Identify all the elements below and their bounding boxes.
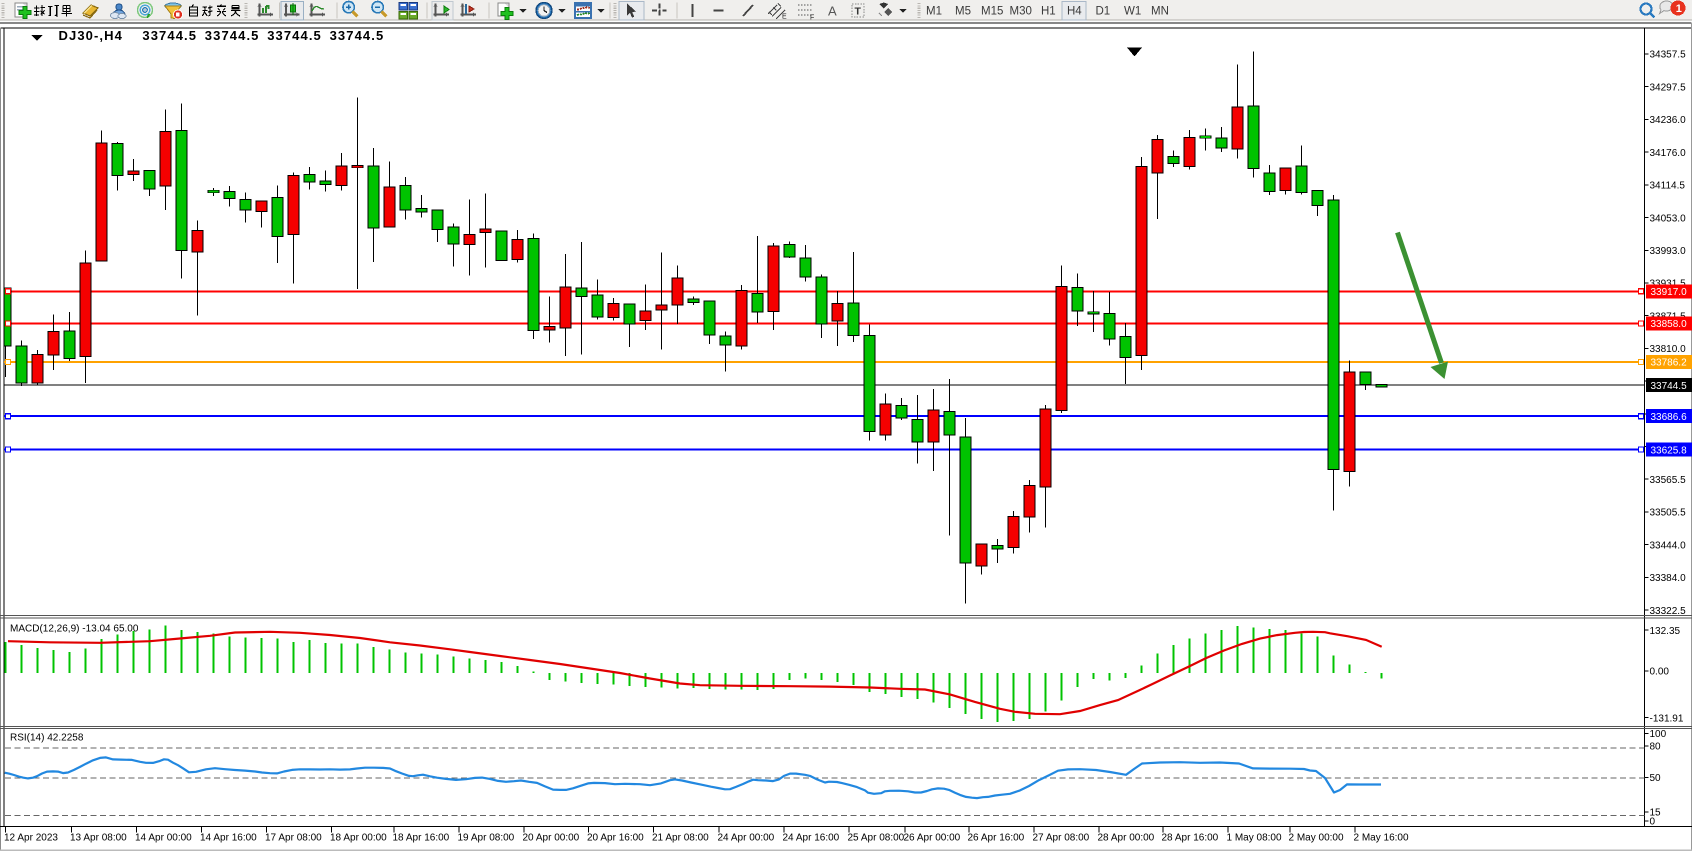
svg-text:D1: D1 <box>1096 6 1111 18</box>
svg-text:33786.2: 33786.2 <box>1651 358 1688 369</box>
svg-text:DJ30-,H4: DJ30-,H4 <box>59 28 123 43</box>
svg-text:H4: H4 <box>1067 6 1082 18</box>
svg-text:26 Apr 00:00: 26 Apr 00:00 <box>904 833 961 844</box>
svg-text:18 Apr 00:00: 18 Apr 00:00 <box>330 833 387 844</box>
svg-text:33565.5: 33565.5 <box>1650 475 1687 486</box>
svg-text:1: 1 <box>1676 3 1682 15</box>
svg-text:25 Apr 08:00: 25 Apr 08:00 <box>848 833 905 844</box>
svg-text:-131.91: -131.91 <box>1650 713 1684 724</box>
svg-text:50: 50 <box>1650 773 1662 784</box>
svg-text:24 Apr 16:00: 24 Apr 16:00 <box>783 833 840 844</box>
svg-text:33810.0: 33810.0 <box>1650 344 1687 355</box>
svg-text:33686.6: 33686.6 <box>1651 412 1688 423</box>
svg-text:33744.5: 33744.5 <box>1651 381 1688 392</box>
svg-text:M1: M1 <box>926 6 942 18</box>
svg-text:34236.0: 34236.0 <box>1650 115 1687 126</box>
svg-text:20 Apr 16:00: 20 Apr 16:00 <box>587 833 644 844</box>
svg-text:33744.5: 33744.5 <box>205 28 260 43</box>
svg-text:100: 100 <box>1650 729 1667 740</box>
svg-text:0.00: 0.00 <box>1650 667 1670 678</box>
svg-text:0: 0 <box>1650 817 1656 828</box>
svg-text:M5: M5 <box>955 6 971 18</box>
svg-text:M15: M15 <box>981 6 1003 18</box>
svg-text:W1: W1 <box>1124 6 1141 18</box>
svg-text:33858.0: 33858.0 <box>1651 319 1688 330</box>
svg-text:34176.0: 34176.0 <box>1650 148 1687 159</box>
svg-text:33625.8: 33625.8 <box>1651 445 1688 456</box>
svg-text:34114.5: 34114.5 <box>1650 181 1686 192</box>
svg-text:T: T <box>855 6 862 18</box>
svg-text:13 Apr 08:00: 13 Apr 08:00 <box>70 833 127 844</box>
svg-text:33931.5: 33931.5 <box>1650 279 1687 290</box>
svg-text:14 Apr 16:00: 14 Apr 16:00 <box>200 833 257 844</box>
svg-text:MN: MN <box>1151 6 1169 18</box>
svg-text:2 May 00:00: 2 May 00:00 <box>1289 833 1344 844</box>
svg-text:2 May 16:00: 2 May 16:00 <box>1354 833 1409 844</box>
svg-text:A: A <box>828 4 837 19</box>
svg-text:MACD(12,26,9) -13.04 65.00: MACD(12,26,9) -13.04 65.00 <box>10 624 139 635</box>
svg-text:33322.5: 33322.5 <box>1650 606 1687 617</box>
svg-text:21 Apr 08:00: 21 Apr 08:00 <box>652 833 709 844</box>
svg-text:33744.5: 33744.5 <box>330 28 385 43</box>
svg-text:33744.5: 33744.5 <box>267 28 322 43</box>
svg-text:M30: M30 <box>1010 6 1032 18</box>
svg-text:14 Apr 00:00: 14 Apr 00:00 <box>135 833 192 844</box>
svg-text:80: 80 <box>1650 742 1662 753</box>
svg-text:33505.5: 33505.5 <box>1650 508 1687 519</box>
svg-text:33993.0: 33993.0 <box>1650 246 1687 257</box>
svg-text:24 Apr 00:00: 24 Apr 00:00 <box>718 833 775 844</box>
svg-text:1 May 08:00: 1 May 08:00 <box>1227 833 1282 844</box>
svg-text:RSI(14) 42.2258: RSI(14) 42.2258 <box>10 733 84 744</box>
svg-text:33444.0: 33444.0 <box>1650 540 1687 551</box>
svg-text:33917.0: 33917.0 <box>1651 287 1688 298</box>
svg-text:34297.5: 34297.5 <box>1650 82 1687 93</box>
svg-text:18 Apr 16:00: 18 Apr 16:00 <box>393 833 450 844</box>
svg-text:20 Apr 00:00: 20 Apr 00:00 <box>523 833 580 844</box>
svg-text:34053.0: 34053.0 <box>1650 213 1687 224</box>
svg-text:F: F <box>810 15 814 22</box>
svg-text:34357.5: 34357.5 <box>1650 50 1687 61</box>
svg-text:132.35: 132.35 <box>1650 626 1681 637</box>
svg-text:12 Apr 2023: 12 Apr 2023 <box>4 833 58 844</box>
svg-text:33744.5: 33744.5 <box>142 28 197 43</box>
svg-text:28 Apr 00:00: 28 Apr 00:00 <box>1098 833 1155 844</box>
svg-text:27 Apr 08:00: 27 Apr 08:00 <box>1033 833 1090 844</box>
svg-text:33384.0: 33384.0 <box>1650 573 1687 584</box>
svg-text:17 Apr 08:00: 17 Apr 08:00 <box>265 833 322 844</box>
svg-text:28 Apr 16:00: 28 Apr 16:00 <box>1162 833 1219 844</box>
svg-text:15: 15 <box>1650 808 1662 819</box>
svg-text:26 Apr 16:00: 26 Apr 16:00 <box>968 833 1025 844</box>
svg-text:H1: H1 <box>1041 6 1056 18</box>
svg-text:19 Apr 08:00: 19 Apr 08:00 <box>458 833 515 844</box>
svg-text:E: E <box>782 14 787 21</box>
